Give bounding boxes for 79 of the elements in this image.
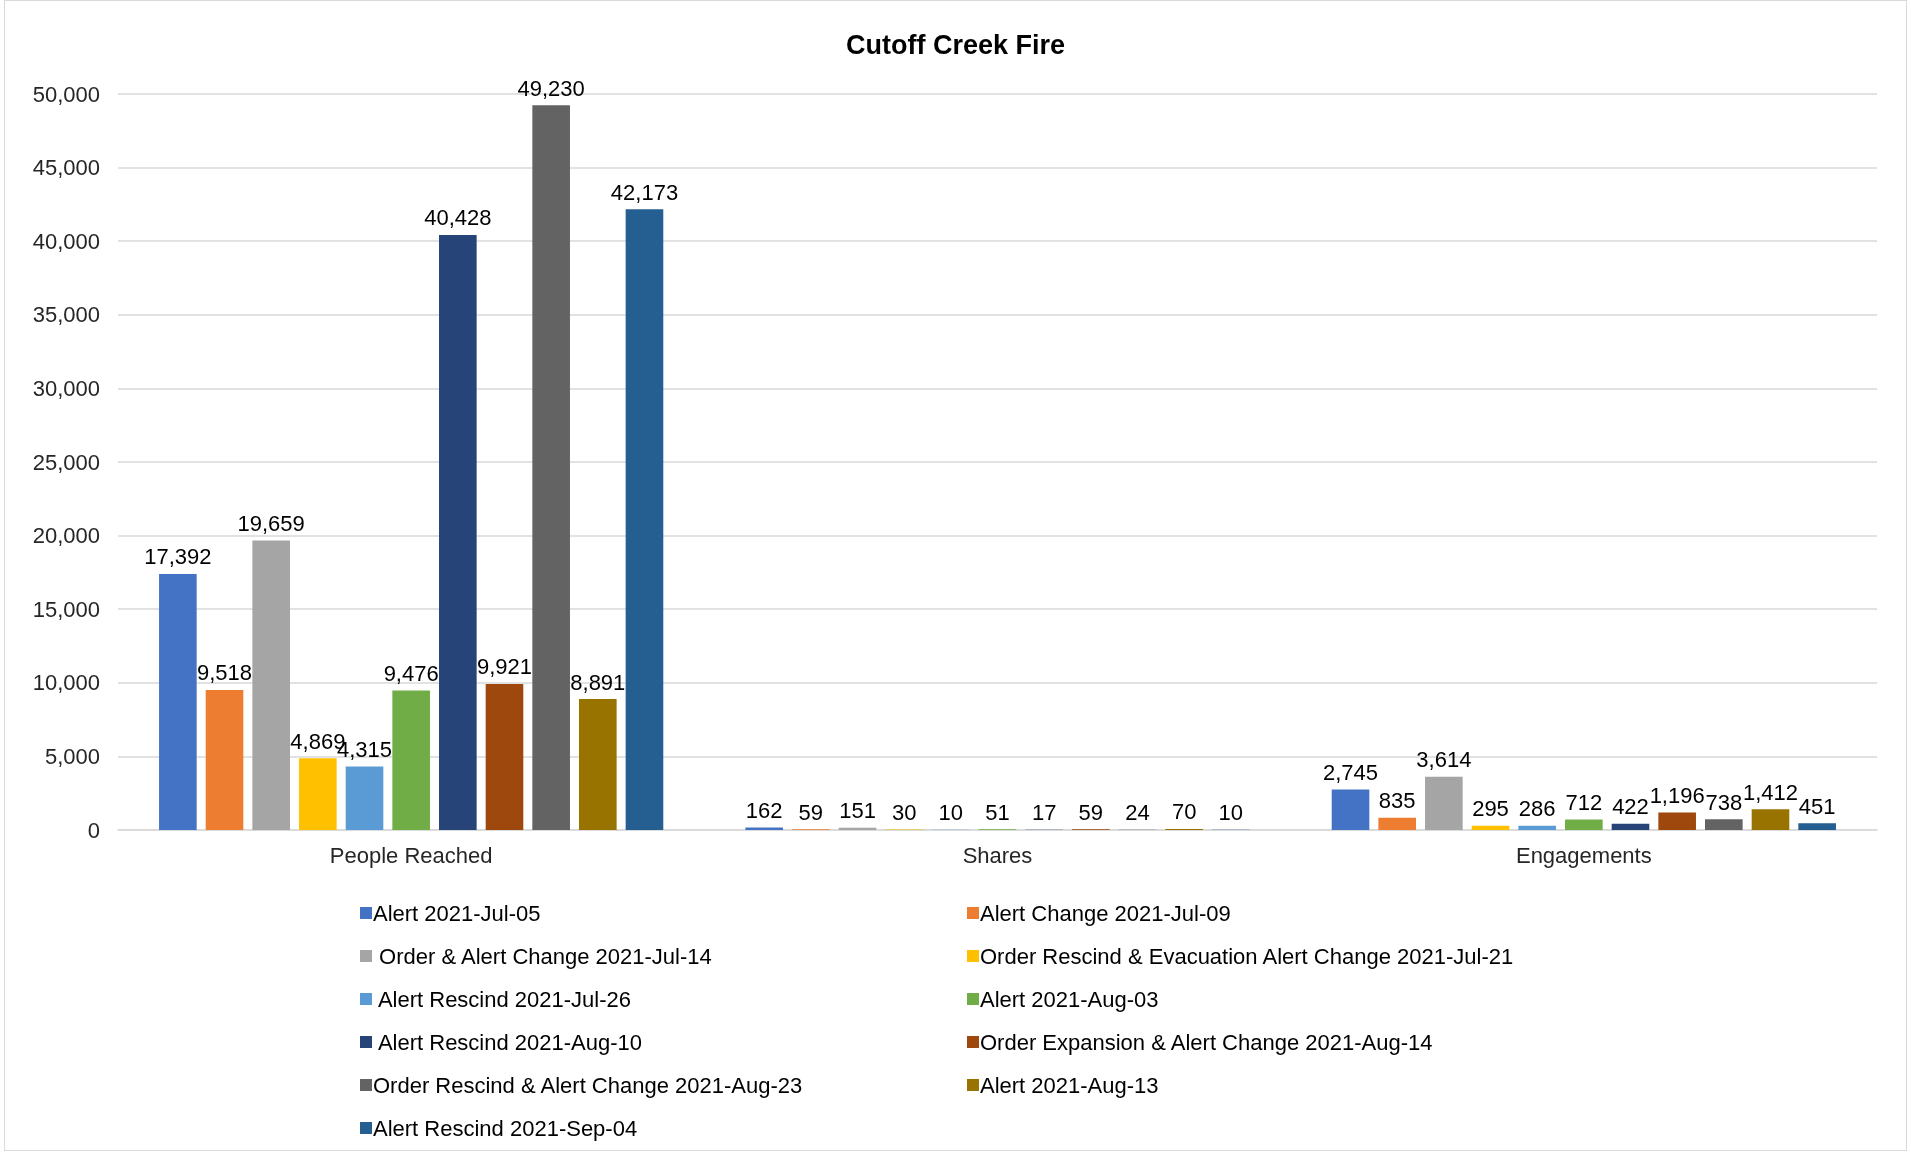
data-label: 422 [1612,794,1649,820]
data-label: 70 [1171,799,1197,825]
bar [159,573,197,830]
data-label: 738 [1705,789,1743,815]
legend-label: Alert Rescind 2021-Sep-04 [373,1115,638,1141]
data-label: 51 [985,799,1010,825]
data-label: 8,891 [570,669,626,695]
bar [485,683,524,830]
bar [1565,819,1603,830]
data-label: 1,196 [1649,782,1705,808]
bar [625,209,664,830]
bar [1425,776,1463,830]
y-tick-label: 50,000 [32,81,100,107]
y-tick-label: 45,000 [32,155,100,181]
x-tick-label: Shares [962,842,1033,868]
legend-label: Order Rescind & Evacuation Alert Change 2021-Jul-21 [980,943,1514,969]
bar [1331,789,1370,830]
x-tick-label: People Reached [329,842,493,868]
bar [1705,819,1743,830]
data-label: 835 [1378,788,1416,814]
data-label: 1,412 [1742,779,1799,805]
legend-label: Alert Change 2021-Jul-09 [980,900,1231,926]
data-label: 59 [798,799,824,825]
data-label: 17,392 [144,544,212,570]
data-label: 24 [1125,800,1150,826]
legend-label: Alert 2021-Aug-13 [980,1072,1159,1098]
data-label: 30 [891,800,917,826]
data-label: 9,518 [196,660,253,686]
bar [1658,812,1696,830]
data-label: 10 [938,800,964,826]
data-label: 451 [1798,793,1836,819]
legend-label: Order Expansion & Alert Change 2021-Aug-14 [980,1029,1433,1055]
bar [579,699,617,830]
y-tick-label: 35,000 [32,302,100,328]
data-label: 59 [1078,799,1104,825]
y-tick-label: 0 [87,817,100,843]
bar [532,105,570,830]
legend-label: Alert 2021-Aug-03 [980,986,1159,1012]
data-label: 42,173 [610,179,679,205]
y-tick-label: 25,000 [32,449,100,475]
data-label: 162 [745,798,783,824]
y-tick-label: 20,000 [32,523,100,549]
bar [205,689,244,830]
data-label: 2,745 [1322,760,1379,786]
bar [1518,825,1556,830]
bar [1378,817,1416,830]
data-label: 712 [1565,790,1603,816]
legend-label: Order & Alert Change 2021-Jul-14 [373,943,712,969]
bar [345,766,384,830]
data-label: 40,428 [424,205,492,231]
chart-title: Cutoff Creek Fire [845,29,1066,60]
data-label: 9,476 [383,661,439,687]
y-tick-label: 10,000 [32,670,100,696]
data-label: 151 [839,798,876,824]
data-label: 9,921 [476,654,533,680]
legend-label: Alert Rescind 2021-Jul-26 [373,986,632,1012]
legend-label: Order Rescind & Alert Change 2021-Aug-23 [373,1072,803,1098]
y-tick-label: 5,000 [44,743,100,769]
bar [299,758,337,830]
bar [1611,823,1650,830]
bar [252,540,290,830]
y-tick-label: 40,000 [32,228,100,254]
legend-label: Alert Rescind 2021-Aug-10 [373,1029,643,1055]
x-tick-label: Engagements [1515,842,1652,868]
data-label: 49,230 [517,75,585,101]
data-label: 19,659 [237,511,305,537]
data-label: 3,614 [1416,747,1472,773]
bar [1798,823,1836,830]
data-label: 17 [1031,800,1057,826]
y-tick-label: 30,000 [32,375,100,401]
bar [1471,825,1510,830]
data-label: 286 [1518,796,1556,822]
data-label: 10 [1218,800,1244,826]
bar [1751,809,1790,830]
data-label: 295 [1472,796,1509,822]
y-tick-label: 15,000 [32,596,100,622]
bar [392,690,430,830]
legend-label: Alert 2021-Jul-05 [373,900,541,926]
bar [439,234,477,830]
